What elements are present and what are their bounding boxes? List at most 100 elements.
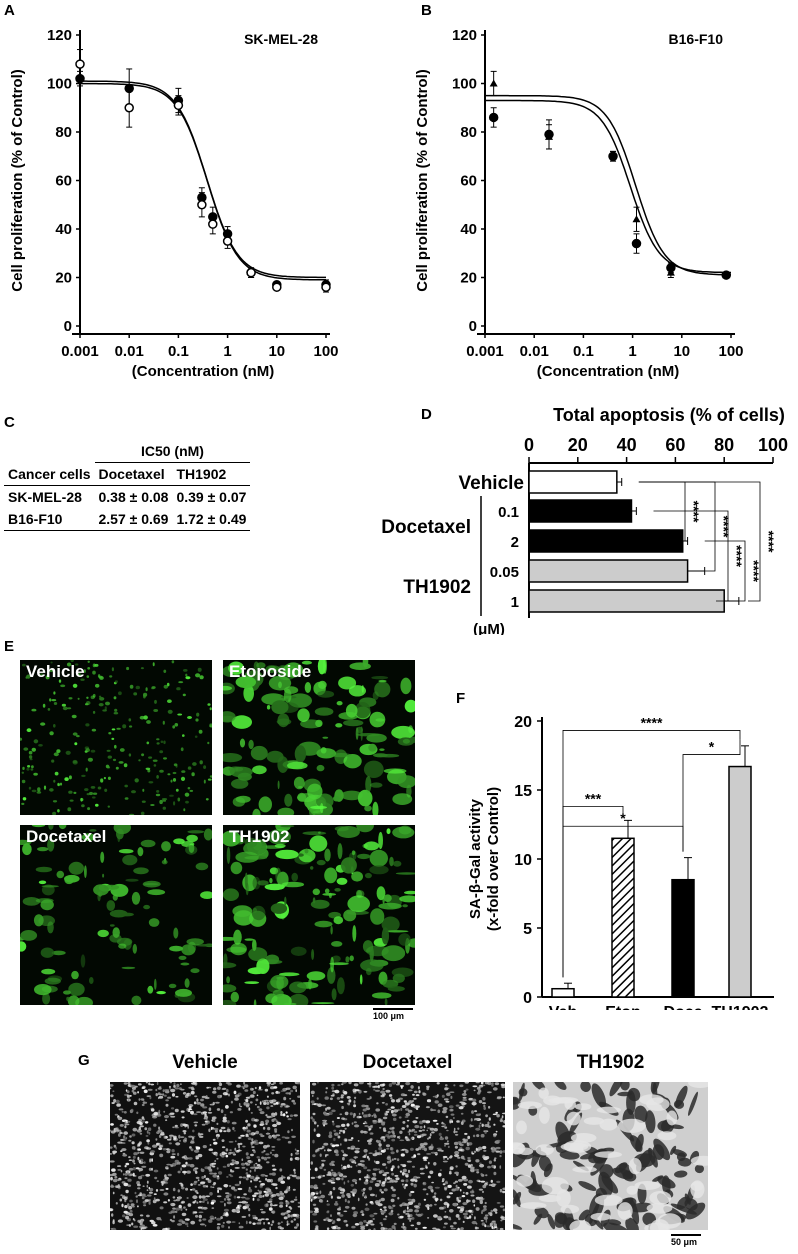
cell bbox=[226, 976, 230, 984]
cell bbox=[478, 1188, 483, 1191]
data-point bbox=[321, 282, 331, 292]
cell bbox=[268, 1099, 274, 1103]
cell bbox=[413, 1090, 418, 1094]
x-tick-label: 40 bbox=[617, 435, 637, 455]
cell bbox=[369, 1138, 373, 1141]
cell bbox=[380, 1094, 385, 1098]
cell bbox=[143, 1161, 146, 1164]
chart-title: Total apoptosis (% of cells) bbox=[553, 405, 785, 425]
cell bbox=[310, 899, 330, 909]
cell bbox=[259, 1184, 263, 1189]
cell bbox=[444, 1222, 448, 1225]
image-title: TH1902 bbox=[576, 1052, 645, 1073]
cell bbox=[245, 1119, 249, 1123]
cell bbox=[388, 1083, 393, 1087]
micrograph-label: Etoposide bbox=[229, 662, 312, 681]
cell bbox=[429, 1133, 432, 1137]
cell bbox=[279, 1105, 283, 1108]
cell bbox=[121, 1148, 127, 1152]
cell bbox=[128, 1167, 134, 1171]
cell bbox=[333, 795, 340, 802]
cell bbox=[310, 1100, 315, 1104]
cell bbox=[217, 1189, 219, 1194]
cell bbox=[248, 1213, 251, 1217]
cell bbox=[199, 760, 203, 765]
cell bbox=[158, 1095, 164, 1099]
cell bbox=[233, 1195, 237, 1199]
cell bbox=[344, 1139, 348, 1142]
cell bbox=[387, 986, 405, 992]
x-tick-label: 0.01 bbox=[520, 343, 549, 360]
cell bbox=[350, 1165, 353, 1168]
cell bbox=[66, 662, 72, 667]
cell bbox=[124, 797, 129, 800]
cell bbox=[462, 1191, 465, 1194]
cell bbox=[269, 1226, 271, 1230]
cell bbox=[411, 1217, 415, 1220]
cell bbox=[396, 1149, 399, 1153]
cell bbox=[492, 1113, 497, 1116]
cell bbox=[213, 1172, 217, 1175]
cell bbox=[138, 1098, 141, 1101]
cell bbox=[447, 1145, 450, 1149]
cell bbox=[143, 1204, 147, 1207]
cell bbox=[194, 1190, 198, 1193]
cell bbox=[503, 1120, 505, 1124]
cell bbox=[195, 1155, 200, 1159]
cell bbox=[157, 1092, 161, 1095]
cell bbox=[438, 1132, 442, 1136]
cell bbox=[72, 732, 78, 736]
cell bbox=[198, 1219, 202, 1222]
cell bbox=[207, 1120, 210, 1124]
cell bbox=[234, 1094, 240, 1098]
cell bbox=[153, 1123, 157, 1127]
cell bbox=[293, 1171, 296, 1175]
cell bbox=[116, 1129, 122, 1132]
cell bbox=[620, 1082, 630, 1091]
cell bbox=[143, 1089, 148, 1094]
cell bbox=[564, 1098, 576, 1110]
cell bbox=[175, 1095, 179, 1098]
cell bbox=[314, 707, 334, 716]
cell bbox=[477, 1146, 483, 1151]
cell bbox=[291, 1174, 297, 1178]
cell bbox=[286, 1186, 289, 1189]
cell bbox=[513, 1223, 523, 1230]
cell bbox=[443, 1098, 449, 1101]
significance-stars: **** bbox=[729, 545, 745, 567]
cell bbox=[316, 764, 325, 772]
cell bbox=[192, 1188, 196, 1191]
x-tick-label: 100 bbox=[718, 343, 743, 360]
cell bbox=[340, 857, 357, 874]
cell bbox=[462, 1102, 467, 1105]
cell bbox=[438, 1172, 442, 1177]
cell bbox=[415, 1117, 419, 1119]
cell bbox=[285, 1111, 288, 1114]
cell bbox=[106, 749, 111, 752]
cell bbox=[60, 684, 66, 688]
cell bbox=[152, 1224, 158, 1227]
cell bbox=[375, 1160, 380, 1165]
cell bbox=[226, 1176, 229, 1178]
cell bbox=[437, 1109, 441, 1114]
cell bbox=[310, 1210, 314, 1214]
cell bbox=[110, 1208, 113, 1211]
significance-stars: **** bbox=[641, 714, 663, 730]
cell bbox=[572, 1166, 597, 1173]
bar bbox=[551, 987, 575, 998]
cell bbox=[174, 1159, 179, 1164]
cell bbox=[363, 1191, 365, 1195]
cell bbox=[275, 1101, 279, 1105]
cell bbox=[357, 789, 373, 807]
cell bbox=[417, 1153, 421, 1156]
cell bbox=[241, 1158, 244, 1161]
cell bbox=[139, 1122, 143, 1126]
cell bbox=[414, 1179, 418, 1183]
cell bbox=[167, 709, 173, 714]
cell bbox=[256, 662, 266, 669]
cell bbox=[354, 1089, 360, 1092]
cell bbox=[255, 1098, 259, 1102]
cell bbox=[296, 1082, 300, 1085]
cell bbox=[481, 1222, 486, 1226]
cell bbox=[145, 1082, 148, 1084]
